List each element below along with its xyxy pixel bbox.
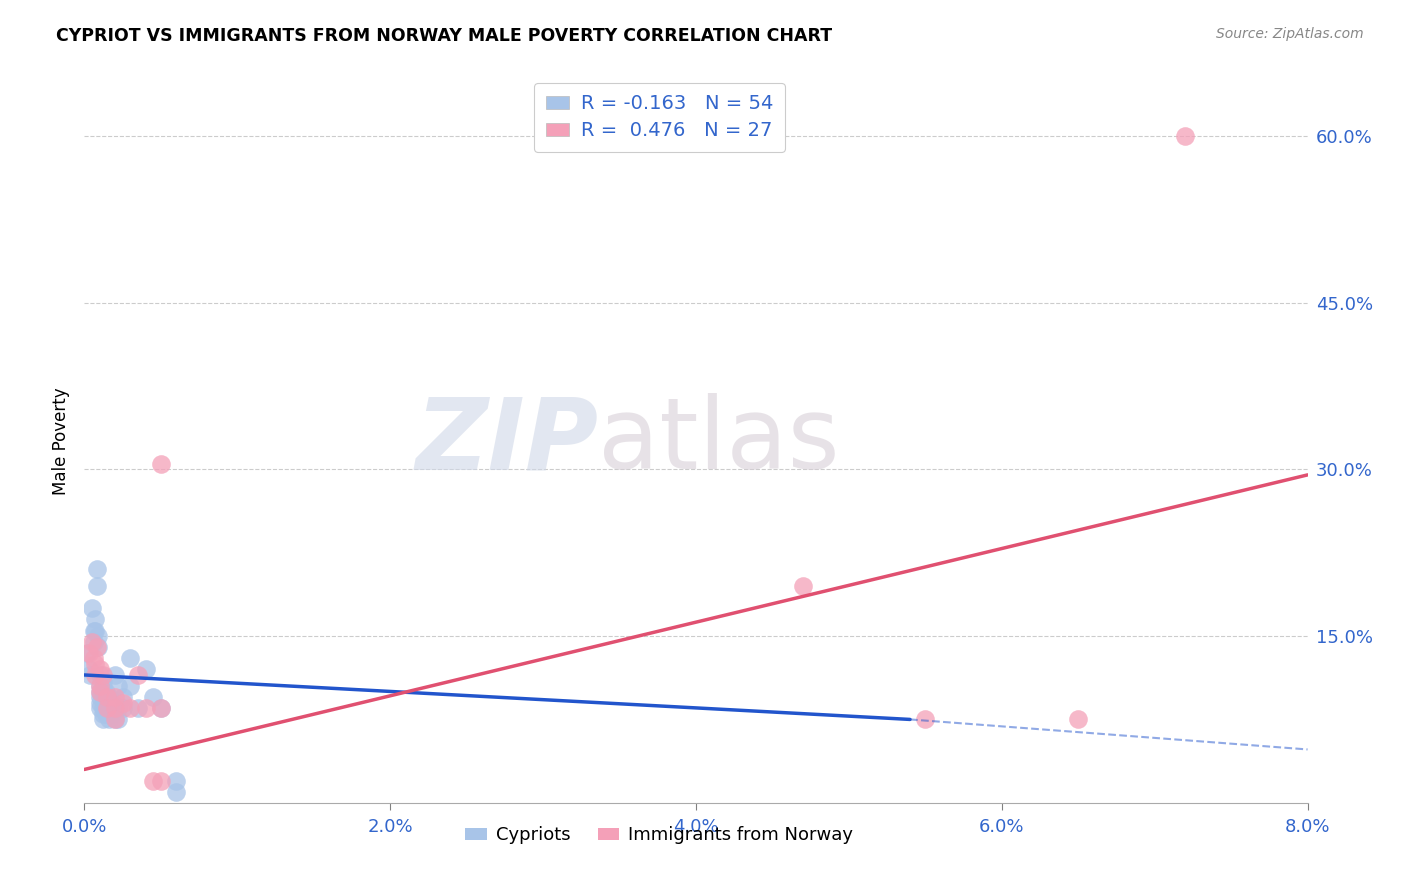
- Point: [104, 668, 127, 682]
- Point: [104, 701, 127, 715]
- Point: [89, 690, 111, 705]
- Point: [87, 629, 110, 643]
- Point: [84, 624, 107, 638]
- Point: [94, 684, 117, 698]
- Point: [914, 713, 936, 727]
- Point: [84, 668, 107, 682]
- Point: [80, 634, 103, 648]
- Point: [104, 713, 127, 727]
- Point: [91, 713, 114, 727]
- Point: [83, 624, 105, 638]
- Point: [89, 679, 111, 693]
- Point: [89, 662, 111, 676]
- Point: [83, 651, 105, 665]
- Point: [165, 785, 187, 799]
- Point: [79, 668, 101, 682]
- Point: [101, 701, 124, 715]
- Point: [91, 673, 114, 688]
- Point: [127, 701, 149, 715]
- Point: [101, 696, 124, 710]
- Point: [94, 690, 117, 705]
- Point: [91, 668, 114, 682]
- Point: [107, 679, 129, 693]
- Point: [1174, 128, 1197, 143]
- Point: [84, 657, 107, 671]
- Point: [96, 690, 118, 705]
- Point: [104, 713, 127, 727]
- Point: [89, 679, 111, 693]
- Y-axis label: Male Poverty: Male Poverty: [52, 388, 70, 495]
- Point: [104, 701, 127, 715]
- Point: [120, 679, 142, 693]
- Point: [91, 701, 114, 715]
- Point: [792, 579, 814, 593]
- Point: [111, 701, 134, 715]
- Point: [120, 651, 142, 665]
- Point: [87, 640, 110, 655]
- Point: [149, 457, 172, 471]
- Point: [97, 713, 120, 727]
- Point: [91, 684, 114, 698]
- Point: [149, 773, 172, 788]
- Point: [1067, 713, 1090, 727]
- Point: [127, 668, 149, 682]
- Text: CYPRIOT VS IMMIGRANTS FROM NORWAY MALE POVERTY CORRELATION CHART: CYPRIOT VS IMMIGRANTS FROM NORWAY MALE P…: [56, 27, 832, 45]
- Point: [91, 706, 114, 721]
- Point: [94, 706, 117, 721]
- Point: [111, 696, 134, 710]
- Point: [83, 634, 105, 648]
- Point: [107, 713, 129, 727]
- Point: [142, 690, 165, 705]
- Point: [94, 701, 117, 715]
- Point: [86, 579, 108, 593]
- Point: [149, 701, 172, 715]
- Point: [149, 701, 172, 715]
- Point: [97, 706, 120, 721]
- Point: [135, 662, 157, 676]
- Text: ZIP: ZIP: [415, 393, 598, 490]
- Point: [89, 684, 111, 698]
- Point: [91, 679, 114, 693]
- Point: [80, 601, 103, 615]
- Point: [77, 646, 100, 660]
- Point: [76, 646, 98, 660]
- Point: [97, 690, 120, 705]
- Point: [101, 706, 124, 721]
- Point: [120, 701, 142, 715]
- Point: [165, 773, 187, 788]
- Point: [86, 640, 108, 655]
- Point: [84, 612, 107, 626]
- Point: [111, 690, 134, 705]
- Point: [94, 696, 117, 710]
- Text: Source: ZipAtlas.com: Source: ZipAtlas.com: [1216, 27, 1364, 41]
- Point: [86, 562, 108, 576]
- Point: [89, 701, 111, 715]
- Point: [142, 773, 165, 788]
- Point: [91, 690, 114, 705]
- Point: [89, 684, 111, 698]
- Point: [89, 696, 111, 710]
- Point: [104, 690, 127, 705]
- Point: [96, 701, 118, 715]
- Point: [97, 696, 120, 710]
- Point: [89, 668, 111, 682]
- Point: [107, 701, 129, 715]
- Point: [135, 701, 157, 715]
- Point: [77, 662, 100, 676]
- Legend: Cypriots, Immigrants from Norway: Cypriots, Immigrants from Norway: [458, 819, 860, 852]
- Text: atlas: atlas: [598, 393, 839, 490]
- Point: [97, 701, 120, 715]
